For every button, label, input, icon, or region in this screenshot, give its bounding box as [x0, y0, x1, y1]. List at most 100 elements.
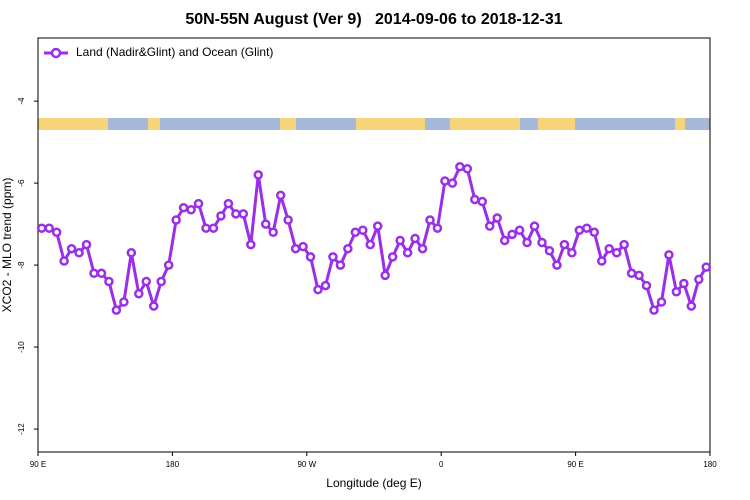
data-point [499, 235, 510, 246]
data-point [410, 233, 420, 244]
data-point [455, 161, 465, 172]
y-axis-label: XCO2 - MLO trend (ppm) [0, 178, 14, 313]
y-tick-label: -8 [17, 261, 26, 269]
data-point [641, 280, 652, 291]
data-point [51, 227, 62, 238]
x-tick-label: 90 W [297, 460, 316, 469]
data-point [701, 262, 712, 272]
data-point [313, 284, 323, 295]
data-point [664, 250, 674, 260]
data-point [522, 237, 532, 248]
data-point [96, 268, 107, 279]
data-point [298, 241, 308, 252]
x-tick-label: 180 [166, 460, 180, 469]
data-point [686, 301, 697, 311]
data-point [59, 256, 69, 266]
data-point [626, 268, 637, 279]
data-point [552, 260, 562, 270]
data-point [350, 227, 361, 238]
data-point [163, 260, 174, 270]
data-point [544, 245, 555, 256]
data-point [343, 243, 353, 254]
data-point [567, 248, 577, 258]
data-point [634, 270, 644, 281]
data-point [178, 202, 189, 213]
data-point [201, 223, 211, 233]
x-tick-label: 180 [703, 460, 717, 469]
y-tick-label: -12 [17, 423, 26, 435]
data-point [432, 223, 443, 233]
series-line [41, 165, 708, 312]
data-point [604, 243, 614, 254]
legend-label: Land (Nadir&Glint) and Ocean (Glint) [76, 45, 273, 59]
data-point [74, 248, 84, 258]
data-point [216, 211, 226, 221]
data-point [395, 235, 405, 246]
data-point [447, 178, 458, 188]
plot-frame [37, 37, 711, 453]
data-point [193, 198, 204, 209]
data-point [611, 248, 622, 258]
data-point [387, 252, 398, 262]
data-point [529, 221, 540, 231]
data-point [186, 204, 196, 215]
data-point [223, 198, 234, 209]
data-point [238, 209, 249, 219]
data-point [484, 221, 495, 231]
data-point [619, 239, 629, 250]
x-axis-label: Longitude (deg E) [326, 476, 421, 490]
data-point [402, 248, 413, 258]
data-point [81, 239, 92, 250]
data-point [492, 213, 502, 223]
data-point [283, 215, 293, 225]
data-point [66, 243, 77, 254]
data-point [231, 209, 241, 219]
data-point [596, 256, 607, 266]
data-point [507, 229, 517, 240]
map-strip [38, 118, 710, 130]
data-point [89, 268, 99, 279]
data-point [246, 239, 256, 250]
data-point [649, 305, 659, 315]
data-point [671, 286, 682, 297]
data-point [574, 225, 585, 235]
data-point [335, 260, 346, 270]
data-point [477, 196, 488, 207]
data-point [470, 194, 480, 205]
data-point [372, 221, 383, 231]
data-point [275, 190, 286, 201]
data-point [582, 223, 592, 233]
data-point [148, 301, 159, 311]
data-point [514, 225, 525, 235]
data-point [358, 225, 368, 235]
legend-marker [50, 47, 62, 59]
data-point [305, 252, 316, 262]
data-point [171, 215, 181, 225]
data-point [208, 223, 219, 233]
y-tick-label: -6 [17, 179, 26, 187]
data-point [260, 219, 271, 229]
data-point [156, 276, 166, 287]
data-point [537, 237, 547, 248]
data-point [417, 243, 428, 254]
data-point [141, 276, 152, 287]
data-point [462, 164, 473, 174]
x-tick-label: 90 E [567, 460, 583, 469]
data-point [290, 243, 301, 254]
data-point [589, 227, 600, 238]
chart-title: 50N-55N August (Ver 9) 2014-09-06 to 201… [185, 11, 562, 28]
data-point [253, 170, 264, 180]
data-point [111, 305, 122, 315]
data-point [44, 223, 54, 233]
data-point [126, 248, 137, 258]
data-point [328, 252, 338, 262]
data-point [380, 270, 390, 281]
data-point [694, 274, 704, 285]
data-point [656, 297, 667, 307]
x-tick-label: 0 [439, 460, 444, 469]
data-point [440, 176, 450, 186]
data-point [268, 227, 278, 238]
data-point [425, 215, 435, 225]
